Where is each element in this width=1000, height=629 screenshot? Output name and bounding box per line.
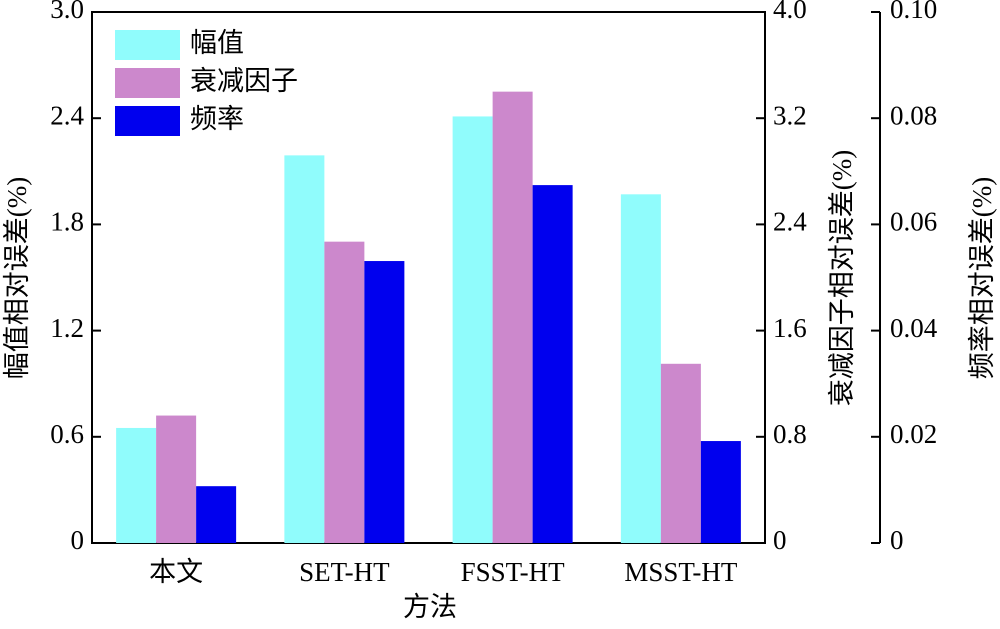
y2-tick-label: 1.6 <box>773 313 807 343</box>
y3-tick-label: 0.02 <box>890 419 937 449</box>
bar <box>116 427 157 543</box>
y-tick-label: 0.6 <box>50 419 84 449</box>
y3-tick-label: 0 <box>890 525 904 555</box>
bar <box>284 155 325 543</box>
legend-swatch <box>115 68 180 98</box>
x-tick-label: SET-HT <box>299 557 390 587</box>
y2-tick-label: 4.0 <box>773 0 807 24</box>
bar <box>196 486 237 543</box>
legend-swatch <box>115 30 180 60</box>
bar <box>700 441 741 543</box>
legend-label: 幅值 <box>190 28 244 58</box>
bar <box>156 415 197 543</box>
y3-tick-label: 0.10 <box>890 0 937 24</box>
legend-label: 衰减因子 <box>190 66 298 96</box>
y2-tick-label: 2.4 <box>773 207 807 237</box>
bar <box>364 261 405 543</box>
bar <box>660 363 701 543</box>
y-tick-label: 1.8 <box>50 207 84 237</box>
y2-tick-label: 0.8 <box>773 419 807 449</box>
bar <box>492 91 533 544</box>
y-tick-label: 1.2 <box>50 313 84 343</box>
bar <box>452 116 493 544</box>
plot-frame <box>91 11 766 544</box>
y2-axis-label: 衰减因子相对误差(%) <box>827 150 857 406</box>
x-tick-label: FSST-HT <box>461 557 566 587</box>
legend-label: 频率 <box>190 104 244 134</box>
x-tick-label: MSST-HT <box>624 557 738 587</box>
y-tick-label: 0 <box>71 525 85 555</box>
y-tick-label: 2.4 <box>50 100 84 130</box>
bar <box>620 194 661 543</box>
y2-tick-label: 3.2 <box>773 100 807 130</box>
y3-tick-label: 0.08 <box>890 100 937 130</box>
y-axis-label: 幅值相对误差(%) <box>2 177 32 379</box>
y-tick-label: 3.0 <box>50 0 84 24</box>
bar <box>324 241 365 543</box>
y3-tick-label: 0.06 <box>890 207 937 237</box>
x-axis-label: 方法 <box>403 592 457 622</box>
y3-tick-label: 0.04 <box>890 313 938 343</box>
y3-axis-label: 频率相对误差(%) <box>967 177 997 379</box>
y2-tick-label: 0 <box>773 525 787 555</box>
legend-swatch <box>115 106 180 136</box>
x-tick-label: 本文 <box>149 557 203 587</box>
bar <box>532 185 573 543</box>
